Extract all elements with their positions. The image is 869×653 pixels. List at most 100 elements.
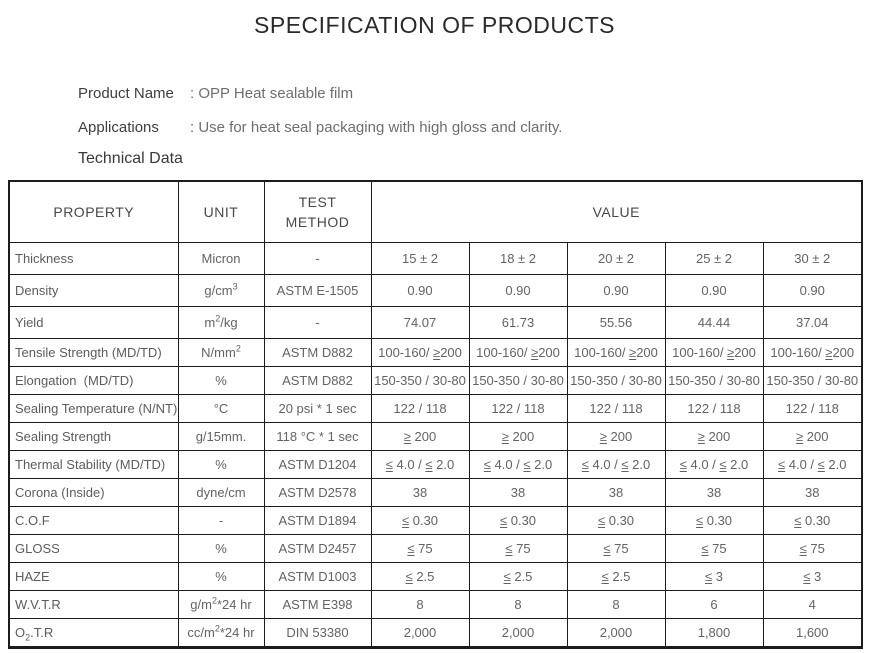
table-header-row: PROPERTY UNIT TEST METHOD VALUE — [8, 180, 863, 243]
table-row: Density g/cm3 ASTM E-1505 0.90 0.90 0.90 0.90 0… — [8, 274, 863, 307]
value-cell: 44.44 — [664, 306, 764, 339]
table-row: Sealing Temperature (N/NT) °C 20 psi * 1 s… — [8, 394, 863, 423]
test-method-cell: 20 psi * 1 sec — [263, 394, 372, 423]
value-cell: ≤ 75 — [370, 534, 470, 563]
applications-value: : Use for heat seal packaging with high … — [190, 119, 563, 136]
value-cell: 100-160/ ≥200 — [664, 338, 764, 367]
value-cell: ≤ 0.30 — [370, 506, 470, 535]
value-cell: 2,000 — [468, 618, 568, 648]
test-method-line1: TEST — [298, 194, 337, 210]
value-cell: 122 / 118 — [468, 394, 568, 423]
value-cell: 25 ± 2 — [664, 242, 764, 275]
test-method-cell: ASTM D882 — [263, 338, 372, 367]
table-row: Elongation (MD/TD)% ASTM D882 150-350 / 30… — [8, 366, 863, 395]
value-cell: 4 — [762, 590, 863, 619]
unit-cell: - — [177, 506, 265, 535]
value-cell: 122 / 118 — [566, 394, 666, 423]
value-cell: 37.04 — [762, 306, 863, 339]
column-header-property: PROPERTY — [8, 180, 179, 243]
value-cell: 150-350 / 30-80 — [468, 366, 568, 395]
product-name-line: Product Name: OPP Heat sealable film — [78, 85, 353, 102]
value-cell: 38 — [468, 478, 568, 507]
value-cell: ≤ 75 — [762, 534, 863, 563]
table-row: HAZE% ASTM D1003 ≤ 2.5 ≤ 2.5 ≤ 2.5 ≤ 3 ≤ 3 — [8, 562, 863, 591]
property-cell: C.O.F — [8, 506, 179, 535]
test-method-cell: ASTM E398 — [263, 590, 372, 619]
value-cell: 38 — [566, 478, 666, 507]
property-cell: HAZE — [8, 562, 179, 591]
value-cell: 8 — [370, 590, 470, 619]
table-row: Corona (Inside) dyne/cm ASTM D2578 38 38 38 38… — [8, 478, 863, 507]
property-cell: Sealing Strength — [8, 422, 179, 451]
unit-cell: dyne/cm — [177, 478, 265, 507]
value-cell: 150-350 / 30-80 — [762, 366, 863, 395]
value-cell: 0.90 — [370, 274, 470, 307]
table-row: O2.T.R cc/m2*24 hr DIN 53380 2,000 2,000 2,00… — [8, 618, 863, 648]
test-method-cell: ASTM D2578 — [263, 478, 372, 507]
unit-cell: % — [177, 562, 265, 591]
table-row: GLOSS% ASTM D2457 ≤ 75 ≤ 75 ≤ 75 ≤ 75 ≤ 75 — [8, 534, 863, 563]
table-row: Thermal Stability (MD/TD)% ASTM D1204 ≤ 4.… — [8, 450, 863, 479]
test-method-cell: DIN 53380 — [263, 618, 372, 648]
value-cell: 0.90 — [664, 274, 764, 307]
product-name-value: : OPP Heat sealable film — [190, 85, 354, 102]
value-cell: 122 / 118 — [370, 394, 470, 423]
value-cell: 30 ± 2 — [762, 242, 863, 275]
value-cell: ≥ 200 — [468, 422, 568, 451]
property-cell: Density — [8, 274, 179, 307]
column-header-unit: UNIT — [177, 180, 265, 243]
value-cell: 1,800 — [664, 618, 764, 648]
value-cell: ≤ 75 — [664, 534, 764, 563]
value-cell: 38 — [370, 478, 470, 507]
value-cell: 15 ± 2 — [370, 242, 470, 275]
value-cell: ≤ 4.0 / ≤ 2.0 — [664, 450, 764, 479]
value-cell: 100-160/ ≥200 — [468, 338, 568, 367]
value-cell: ≤ 75 — [566, 534, 666, 563]
unit-cell: °C — [177, 394, 265, 423]
unit-cell: % — [177, 450, 265, 479]
value-cell: ≤ 0.30 — [468, 506, 568, 535]
unit-cell: g/m2*24 hr — [177, 590, 265, 619]
value-cell: ≤ 4.0 / ≤ 2.0 — [566, 450, 666, 479]
property-cell: W.V.T.R — [8, 590, 179, 619]
property-cell: Yield — [8, 306, 179, 339]
value-cell: 150-350 / 30-80 — [370, 366, 470, 395]
technical-data-heading: Technical Data — [78, 150, 183, 167]
unit-cell: Micron — [177, 242, 265, 275]
value-cell: 0.90 — [468, 274, 568, 307]
unit-cell: cc/m2*24 hr — [177, 618, 265, 648]
property-cell: Thickness — [8, 242, 179, 275]
value-cell: ≤ 2.5 — [370, 562, 470, 591]
test-method-cell: ASTM D1894 — [263, 506, 372, 535]
table-row: Thickness Micron -15 ± 2 18 ± 2 20 ± 2 25 ± 2… — [8, 242, 863, 275]
value-cell: 8 — [468, 590, 568, 619]
value-cell: ≤ 2.5 — [566, 562, 666, 591]
value-cell: 122 / 118 — [762, 394, 863, 423]
value-cell: 150-350 / 30-80 — [566, 366, 666, 395]
value-cell: 100-160/ ≥200 — [566, 338, 666, 367]
value-cell: ≤ 2.5 — [468, 562, 568, 591]
property-cell: Sealing Temperature (N/NT) — [8, 394, 179, 423]
page-title: SPECIFICATION OF PRODUCTS — [254, 12, 615, 38]
value-cell: 38 — [664, 478, 764, 507]
test-method-cell: ASTM D1204 — [263, 450, 372, 479]
value-cell: ≥ 200 — [566, 422, 666, 451]
value-cell: 18 ± 2 — [468, 242, 568, 275]
table-row: Sealing Strength g/15mm. 118 °C * 1 sec ≥ 2… — [8, 422, 863, 451]
unit-cell: g/15mm. — [177, 422, 265, 451]
value-cell: ≥ 200 — [762, 422, 863, 451]
table-row: C.O.F - ASTM D1894 ≤ 0.30 ≤ 0.30 ≤ 0.30 ≤ 0.30… — [8, 506, 863, 535]
value-cell: 6 — [664, 590, 764, 619]
property-cell: Thermal Stability (MD/TD) — [8, 450, 179, 479]
value-cell: ≤ 4.0 / ≤ 2.0 — [468, 450, 568, 479]
property-cell: O2.T.R — [8, 618, 179, 648]
technical-data-table: PROPERTY UNIT TEST METHOD VALUE Thicknes… — [8, 180, 864, 649]
value-cell: ≥ 200 — [370, 422, 470, 451]
test-method-line2: METHOD — [285, 214, 350, 230]
test-method-cell: ASTM D1003 — [263, 562, 372, 591]
table-row: Tensile Strength (MD/TD) N/mm2 ASTM D882 10… — [8, 338, 863, 367]
value-cell: ≤ 3 — [762, 562, 863, 591]
property-cell: Tensile Strength (MD/TD) — [8, 338, 179, 367]
value-cell: 2,000 — [566, 618, 666, 648]
value-cell: 20 ± 2 — [566, 242, 666, 275]
